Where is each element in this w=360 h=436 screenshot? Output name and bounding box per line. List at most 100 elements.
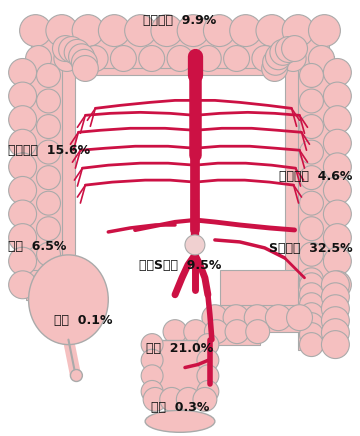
Circle shape: [185, 235, 205, 255]
Circle shape: [37, 166, 60, 190]
Circle shape: [246, 320, 270, 344]
Circle shape: [37, 115, 60, 139]
Circle shape: [270, 39, 296, 65]
Circle shape: [9, 224, 37, 252]
Circle shape: [46, 15, 78, 47]
Circle shape: [202, 305, 228, 330]
Text: 直腸  21.0%: 直腸 21.0%: [147, 342, 213, 355]
Circle shape: [323, 106, 351, 133]
Circle shape: [163, 320, 187, 344]
Circle shape: [197, 365, 219, 387]
Polygon shape: [19, 68, 62, 288]
Circle shape: [224, 45, 249, 72]
Circle shape: [300, 242, 323, 266]
Text: 錨陽  6.5%: 錨陽 6.5%: [8, 240, 66, 253]
Circle shape: [176, 388, 200, 412]
Circle shape: [321, 283, 349, 311]
Circle shape: [37, 191, 60, 215]
Circle shape: [300, 89, 323, 113]
Polygon shape: [26, 55, 75, 290]
Text: 虫垂  0.1%: 虫垂 0.1%: [54, 313, 113, 327]
Circle shape: [300, 273, 323, 297]
Circle shape: [323, 82, 351, 110]
Circle shape: [37, 242, 60, 266]
Circle shape: [323, 153, 351, 181]
Circle shape: [69, 44, 95, 70]
Circle shape: [282, 15, 314, 47]
Circle shape: [139, 45, 165, 72]
Circle shape: [193, 388, 217, 412]
Circle shape: [321, 330, 349, 358]
Circle shape: [223, 305, 249, 330]
Circle shape: [9, 271, 37, 299]
Circle shape: [252, 45, 278, 72]
Circle shape: [98, 15, 130, 47]
Polygon shape: [220, 270, 329, 320]
Circle shape: [300, 191, 323, 215]
Circle shape: [321, 271, 349, 299]
Circle shape: [37, 268, 60, 292]
Circle shape: [9, 58, 37, 86]
Circle shape: [230, 15, 262, 47]
Circle shape: [82, 45, 108, 72]
Circle shape: [323, 177, 351, 204]
Circle shape: [300, 323, 323, 347]
Polygon shape: [31, 26, 329, 68]
Polygon shape: [215, 305, 305, 332]
Circle shape: [204, 320, 228, 344]
Circle shape: [309, 15, 340, 47]
Circle shape: [225, 320, 249, 344]
Polygon shape: [175, 325, 260, 344]
Circle shape: [9, 106, 37, 133]
Circle shape: [323, 247, 351, 275]
Circle shape: [300, 268, 323, 292]
Circle shape: [177, 15, 209, 47]
Circle shape: [300, 64, 323, 87]
Circle shape: [9, 82, 37, 110]
Circle shape: [265, 44, 291, 70]
Text: 直腸S状部  9.5%: 直腸S状部 9.5%: [139, 259, 221, 272]
Circle shape: [321, 307, 349, 334]
Circle shape: [125, 15, 157, 47]
Circle shape: [71, 49, 97, 75]
Polygon shape: [155, 340, 205, 399]
Circle shape: [323, 200, 351, 228]
Circle shape: [323, 224, 351, 252]
Circle shape: [37, 217, 60, 241]
Circle shape: [9, 200, 37, 228]
Circle shape: [197, 381, 219, 402]
Circle shape: [323, 129, 351, 157]
Circle shape: [244, 305, 270, 330]
Circle shape: [20, 15, 51, 47]
Polygon shape: [31, 55, 329, 75]
Polygon shape: [298, 280, 341, 350]
Circle shape: [37, 64, 60, 87]
Polygon shape: [298, 68, 341, 288]
Circle shape: [151, 15, 183, 47]
Circle shape: [59, 37, 85, 62]
Circle shape: [300, 166, 323, 190]
Circle shape: [262, 55, 288, 82]
Circle shape: [141, 381, 163, 402]
Circle shape: [309, 45, 334, 72]
Circle shape: [141, 334, 163, 356]
Circle shape: [300, 115, 323, 139]
Polygon shape: [26, 270, 68, 300]
Circle shape: [53, 36, 78, 61]
Circle shape: [9, 247, 37, 275]
Circle shape: [263, 49, 289, 75]
Circle shape: [37, 140, 60, 164]
Circle shape: [282, 36, 307, 61]
Circle shape: [9, 177, 37, 204]
Circle shape: [323, 271, 351, 299]
Circle shape: [275, 37, 301, 62]
Circle shape: [195, 45, 221, 72]
Circle shape: [203, 15, 235, 47]
Circle shape: [167, 45, 193, 72]
Circle shape: [197, 334, 219, 356]
Circle shape: [184, 320, 208, 344]
Circle shape: [54, 45, 80, 72]
Circle shape: [300, 283, 323, 307]
Circle shape: [321, 319, 349, 347]
Circle shape: [64, 39, 90, 65]
